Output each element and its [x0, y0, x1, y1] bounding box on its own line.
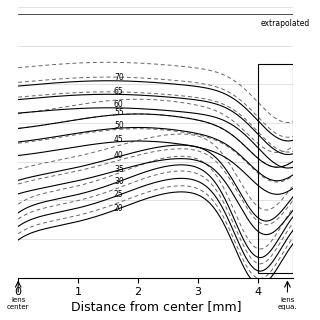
- Text: extrapolated: extrapolated: [260, 19, 310, 28]
- Text: 35: 35: [114, 164, 124, 173]
- Text: 45: 45: [114, 135, 124, 144]
- Bar: [258, 64, 293, 273]
- Text: lens
equa.: lens equa.: [278, 297, 297, 310]
- Text: 20: 20: [114, 204, 124, 213]
- Text: 70: 70: [114, 73, 124, 82]
- Text: 40: 40: [114, 151, 124, 160]
- Text: 50: 50: [114, 121, 124, 130]
- Text: 60: 60: [114, 100, 124, 109]
- Text: 55: 55: [114, 108, 124, 116]
- X-axis label: Distance from center [mm]: Distance from center [mm]: [71, 300, 241, 313]
- Text: 65: 65: [114, 87, 124, 96]
- Text: 25: 25: [114, 190, 124, 199]
- Text: 30: 30: [114, 177, 124, 186]
- Text: lens
center: lens center: [7, 297, 29, 310]
